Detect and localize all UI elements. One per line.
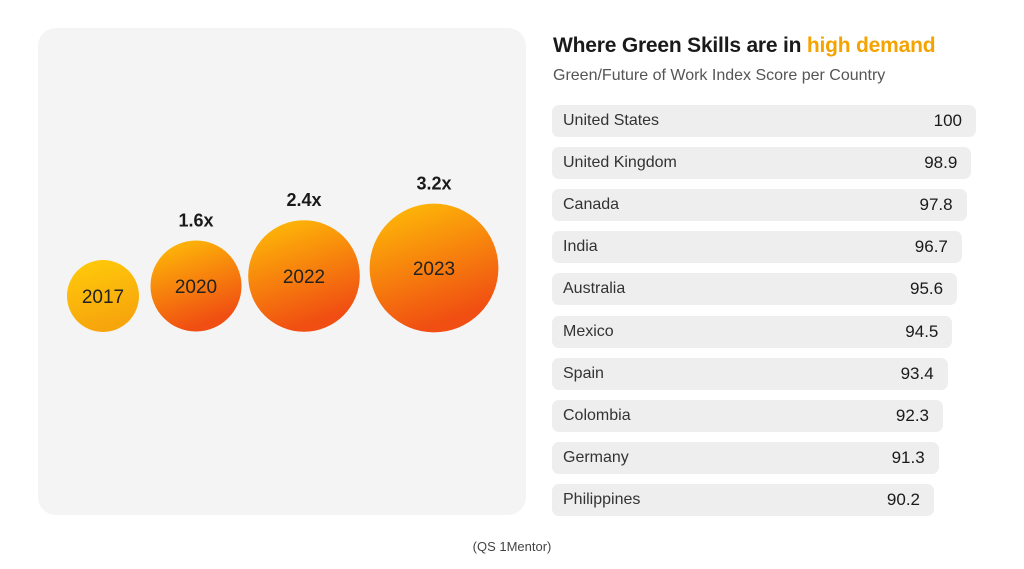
score-bar-canada: Canada 97.8 [552,189,967,222]
score-bar-colombia: Colombia 92.3 [552,399,943,432]
bubble-year-label: 2022 [283,267,325,288]
chart-subtitle: Green/Future of Work Index Score per Cou… [553,67,886,84]
bubble-2020 [150,240,242,332]
source-note: (QS 1Mentor) [472,539,552,554]
chart-title-highlight: high demand [806,34,936,57]
bubble-multiplier-label: 3.2x [416,174,451,194]
bubble-year-label: 2023 [413,259,455,280]
score-bar-philippines: Philippines 90.2 [552,483,934,516]
bubble-year-label: 2020 [175,277,217,298]
growth-panel: 2017 2020 1.6x 2022 2.4x 2023 3.2x [38,28,526,515]
country-label: Canada [563,196,620,214]
score-value: 90.2 [886,489,920,509]
score-value: 91.3 [891,447,925,467]
country-label: United States [563,112,660,129]
country-label: Mexico [563,322,614,340]
score-value: 98.9 [924,153,958,173]
score-bar-india: India 96.7 [552,231,962,264]
country-label: Spain [563,364,604,382]
score-bar-australia: Australia 95.6 [552,273,958,306]
score-value: 93.4 [900,363,934,383]
score-bar-united-states: United States 100 [552,105,976,137]
score-bar-spain: Spain 93.4 [552,357,948,390]
score-bar-united-kingdom: United Kingdom 98.9 [552,147,972,180]
score-value: 92.3 [895,405,929,425]
score-value: 94.5 [905,321,939,341]
score-value: 100 [933,111,962,130]
score-bar-mexico: Mexico 94.5 [552,315,953,348]
score-value: 97.8 [919,195,953,215]
growth-bubble-chart: 2017 2020 1.6x 2022 2.4x 2023 3.2x [67,174,499,333]
country-label: Colombia [563,406,631,424]
score-bar-germany: Germany 91.3 [552,441,939,474]
bubble-2023 [369,203,499,333]
chart-title-main: Where Green Skills are in [553,34,807,57]
country-label: Philippines [563,490,641,508]
bubble-year-label: 2017 [82,287,124,308]
score-value: 95.6 [910,279,944,299]
bubble-2017 [67,260,139,332]
country-label: Germany [563,448,629,466]
country-label: United Kingdom [563,154,677,172]
country-label: Australia [563,280,626,298]
country-label: India [563,238,598,256]
bubble-multiplier-label: 2.4x [286,190,321,210]
bubble-multiplier-label: 1.6x [178,210,213,230]
score-value: 96.7 [914,237,948,257]
bubble-2022 [248,220,360,332]
chart-title: Where Green Skills are in high demand [553,34,936,58]
